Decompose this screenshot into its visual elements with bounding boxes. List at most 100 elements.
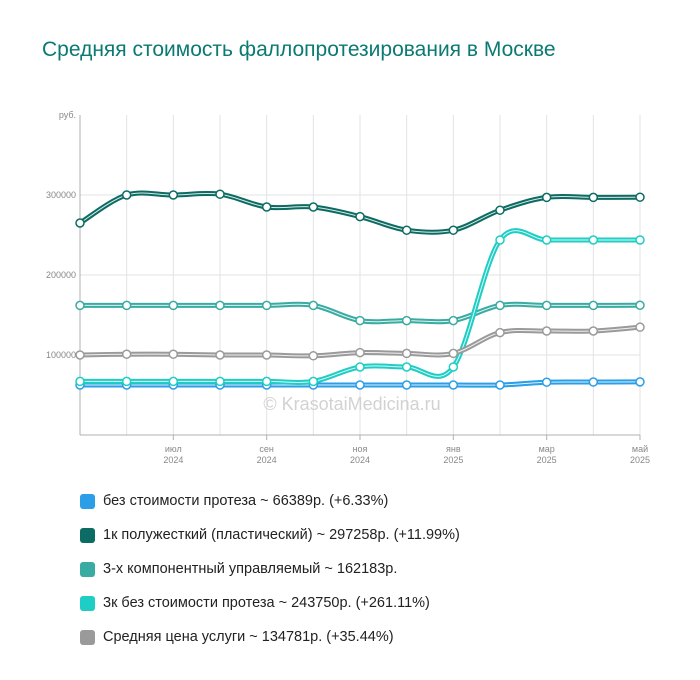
data-point	[308, 202, 319, 212]
data-point	[635, 322, 645, 332]
data-point	[635, 192, 645, 202]
data-point	[215, 300, 225, 311]
x-tick-label-year: 2025	[630, 455, 650, 465]
data-point	[635, 300, 645, 311]
data-point	[308, 351, 319, 361]
legend-label: Средняя цена услуги ~ 134781р. (+35.44%)	[103, 629, 394, 645]
data-point	[635, 235, 645, 245]
legend-swatch	[80, 629, 95, 645]
data-point	[401, 225, 412, 235]
legend-item: 3к без стоимости протеза ~ 243750р. (+26…	[80, 586, 460, 620]
legend-item: Средняя цена услуги ~ 134781р. (+35.44%)	[80, 620, 460, 654]
data-point	[495, 205, 505, 215]
data-point	[495, 380, 505, 390]
data-point	[75, 300, 85, 311]
legend-label: 1к полужесткий (пластический) ~ 297258р.…	[103, 527, 460, 543]
data-point	[121, 190, 132, 200]
x-tick-label-year: 2024	[163, 455, 183, 465]
x-tick-label-month: янв	[446, 444, 461, 454]
data-point	[541, 300, 552, 311]
legend-swatch	[80, 493, 95, 509]
legend: без стоимости протеза ~ 66389р. (+6.33%)…	[80, 484, 460, 654]
data-point	[75, 218, 85, 228]
data-point	[261, 376, 272, 387]
x-tick-label-month: сен	[259, 444, 274, 454]
data-point	[448, 362, 459, 372]
data-point	[308, 300, 319, 311]
series-1	[75, 189, 645, 235]
data-point	[401, 362, 412, 372]
data-point	[588, 192, 599, 203]
data-point	[168, 349, 179, 359]
series-3	[75, 228, 645, 387]
legend-label: 3-х компонентный управляемый ~ 162183р.	[103, 561, 398, 577]
data-point	[588, 326, 599, 336]
data-point	[448, 315, 459, 326]
data-point	[261, 350, 272, 360]
x-tick-label-year: 2025	[443, 455, 463, 465]
legend-swatch	[80, 595, 95, 611]
data-point	[355, 315, 365, 326]
data-point	[168, 300, 179, 311]
legend-swatch	[80, 527, 95, 543]
data-point	[308, 376, 319, 387]
data-point	[215, 376, 225, 387]
data-point	[215, 189, 225, 199]
x-tick-label-month: мар	[539, 444, 555, 454]
data-point	[448, 225, 459, 235]
y-tick-label: 300000	[46, 190, 76, 200]
data-point	[401, 380, 412, 390]
data-point	[261, 300, 272, 311]
chart-title: Средняя стоимость фаллопротезирования в …	[42, 38, 556, 61]
data-point	[588, 377, 599, 387]
data-point	[121, 349, 132, 359]
legend-item: 1к полужесткий (пластический) ~ 297258р.…	[80, 518, 460, 552]
legend-label: без стоимости протеза ~ 66389р. (+6.33%)	[103, 493, 389, 509]
data-point	[121, 376, 132, 387]
data-point	[541, 235, 552, 245]
y-tick-label: 100000	[46, 350, 76, 360]
line-chart: © KrasotaiMedicina.ru 100000200000300000…	[46, 110, 650, 465]
y-tick-label: 200000	[46, 270, 76, 280]
data-point	[588, 235, 599, 245]
data-point	[495, 300, 505, 311]
data-point	[448, 348, 459, 359]
data-point	[355, 380, 365, 390]
series-4	[75, 322, 645, 361]
legend-label: 3к без стоимости протеза ~ 243750р. (+26…	[103, 595, 430, 611]
axes: 100000200000300000руб.июл2024сен2024ноя2…	[46, 110, 650, 465]
data-point	[168, 376, 179, 387]
data-point	[541, 326, 552, 336]
data-point	[495, 235, 505, 245]
data-point	[75, 350, 85, 360]
data-point	[168, 190, 179, 200]
data-point	[355, 211, 365, 222]
data-point	[541, 377, 552, 387]
data-point	[588, 300, 599, 311]
x-tick-label-month: ноя	[353, 444, 368, 454]
data-point	[261, 202, 272, 212]
x-tick-label-month: июл	[165, 444, 182, 454]
watermark: © KrasotaiMedicina.ru	[263, 394, 440, 414]
series-layer	[75, 189, 645, 390]
x-tick-label-year: 2024	[257, 455, 277, 465]
x-tick-label-year: 2024	[350, 455, 370, 465]
data-point	[495, 327, 505, 338]
data-point	[401, 315, 412, 326]
data-point	[355, 347, 365, 358]
data-point	[75, 376, 85, 387]
series-2	[75, 300, 645, 326]
data-point	[121, 300, 132, 311]
data-point	[401, 348, 412, 359]
data-point	[541, 192, 552, 203]
legend-swatch	[80, 561, 95, 577]
data-point	[215, 350, 225, 360]
y-unit-label: руб.	[59, 110, 76, 120]
data-point	[355, 362, 365, 372]
data-point	[635, 377, 645, 387]
x-tick-label-month: май	[632, 444, 648, 454]
legend-item: 3-х компонентный управляемый ~ 162183р.	[80, 552, 460, 586]
legend-item: без стоимости протеза ~ 66389р. (+6.33%)	[80, 484, 460, 518]
data-point	[448, 380, 459, 390]
x-tick-label-year: 2025	[537, 455, 557, 465]
